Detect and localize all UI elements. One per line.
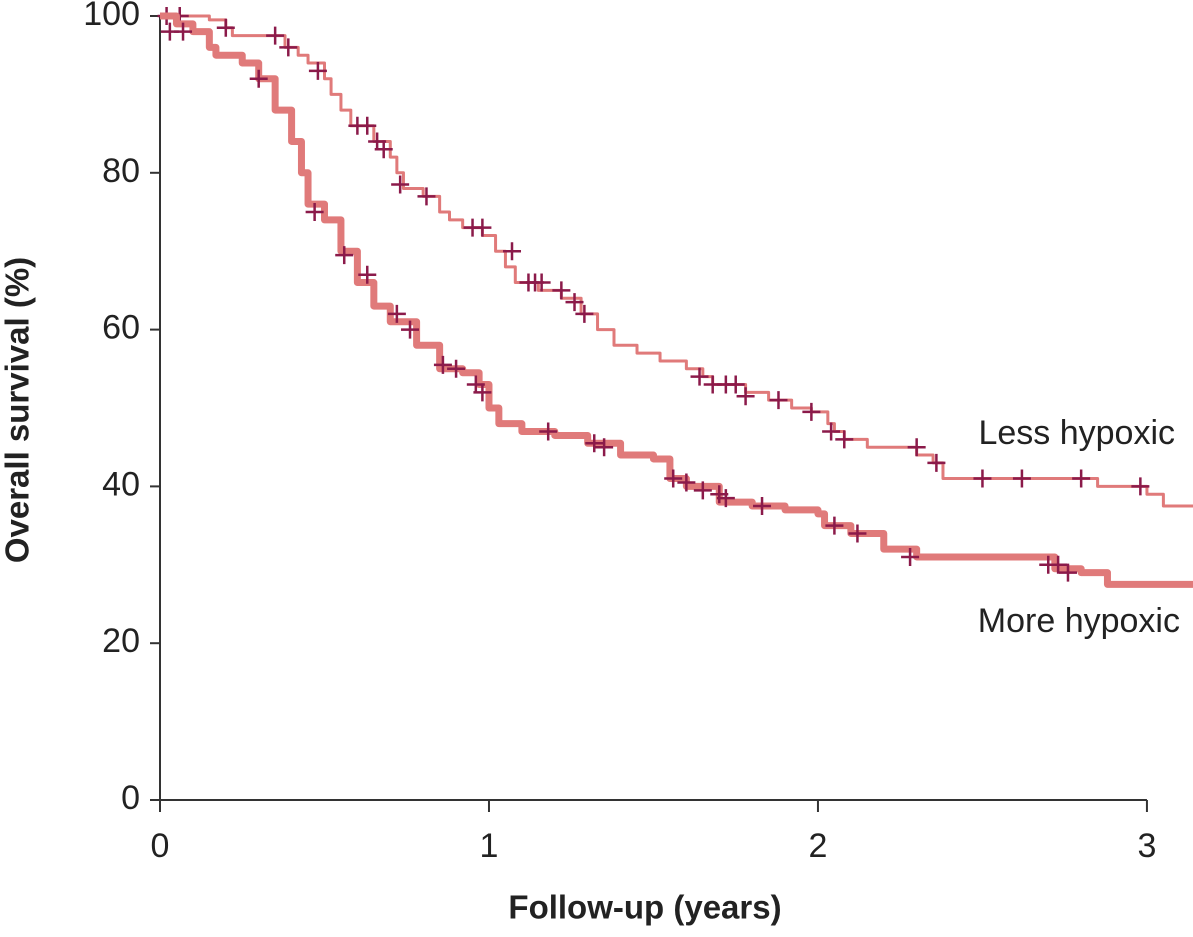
- censor-mark: [552, 281, 571, 300]
- censor-mark: [973, 469, 992, 488]
- censor-mark: [907, 438, 926, 457]
- survival-curve: [160, 12, 1193, 588]
- x-tick-label: 0: [151, 827, 170, 865]
- y-tick-label: 20: [102, 622, 140, 660]
- censor-mark: [693, 481, 712, 500]
- censor-mark: [927, 453, 946, 472]
- censor-mark: [473, 218, 492, 237]
- x-axis-label: Follow-up (years): [508, 889, 781, 926]
- censor-mark: [249, 69, 268, 88]
- censor-mark: [391, 175, 410, 194]
- censor-mark: [677, 473, 696, 492]
- censor-mark: [753, 497, 772, 515]
- censor-mark: [358, 116, 377, 135]
- censor-mark: [503, 242, 522, 261]
- censor-mark: [335, 246, 354, 265]
- censor-mark: [1131, 477, 1150, 496]
- censor-mark: [575, 304, 594, 323]
- x-tick-label: 2: [809, 827, 828, 865]
- censor-mark: [401, 320, 420, 339]
- censor-mark: [769, 391, 788, 410]
- censor-mark: [802, 402, 821, 421]
- y-tick-label: 80: [102, 152, 140, 190]
- censor-mark: [279, 38, 298, 57]
- censor-mark: [664, 469, 683, 488]
- censor-mark: [690, 367, 709, 386]
- censor-mark: [174, 22, 193, 41]
- censor-mark: [308, 61, 327, 80]
- censor-mark: [539, 422, 558, 441]
- censor-mark: [848, 524, 867, 543]
- censor-mark: [835, 430, 854, 449]
- censor-mark: [1072, 469, 1091, 488]
- censor-mark: [433, 355, 452, 374]
- censor-mark: [305, 203, 324, 221]
- censor-mark: [585, 434, 604, 453]
- censor-mark: [825, 516, 844, 535]
- censor-mark: [532, 273, 551, 292]
- censor-mark: [1058, 563, 1077, 582]
- censor-mark: [374, 140, 393, 159]
- censor-mark: [565, 293, 584, 312]
- censor-mark: [736, 387, 755, 406]
- x-tick-label: 3: [1137, 827, 1156, 865]
- censor-mark: [216, 18, 235, 37]
- censor-mark: [901, 547, 920, 566]
- censor-mark: [473, 383, 492, 402]
- censor-mark: [726, 375, 745, 394]
- y-tick-label: 100: [83, 0, 140, 33]
- censor-mark: [358, 265, 377, 284]
- censor-mark: [387, 304, 406, 323]
- y-tick-label: 40: [102, 465, 140, 503]
- y-tick-label: 60: [102, 309, 140, 347]
- censor-mark: [266, 26, 285, 45]
- y-axis-label: Overall survival (%): [0, 257, 36, 563]
- censor-mark: [1012, 469, 1031, 488]
- legend-label: Less hypoxic: [978, 414, 1175, 452]
- censor-mark: [822, 422, 841, 441]
- censor-mark: [716, 489, 735, 508]
- censor-mark: [417, 187, 436, 206]
- censor-mark: [447, 359, 466, 378]
- censor-mark: [1049, 555, 1068, 574]
- censor-mark: [595, 438, 614, 457]
- y-tick-label: 0: [121, 779, 140, 817]
- x-tick-label: 1: [480, 827, 499, 865]
- legend-label: More hypoxic: [978, 602, 1180, 640]
